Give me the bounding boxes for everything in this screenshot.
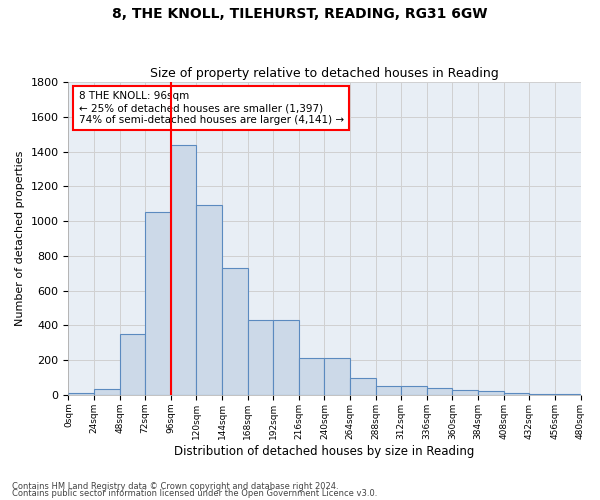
Bar	[222, 268, 248, 395]
Bar	[376, 386, 401, 395]
Bar	[145, 212, 171, 395]
Bar	[248, 320, 273, 395]
Title: Size of property relative to detached houses in Reading: Size of property relative to detached ho…	[150, 66, 499, 80]
Bar	[452, 390, 478, 395]
Bar	[503, 393, 529, 395]
Y-axis label: Number of detached properties: Number of detached properties	[15, 151, 25, 326]
Bar	[171, 144, 196, 395]
X-axis label: Distribution of detached houses by size in Reading: Distribution of detached houses by size …	[174, 444, 475, 458]
Text: Contains public sector information licensed under the Open Government Licence v3: Contains public sector information licen…	[12, 489, 377, 498]
Bar	[427, 388, 452, 395]
Bar	[68, 393, 94, 395]
Bar	[555, 394, 580, 395]
Text: 8 THE KNOLL: 96sqm
← 25% of detached houses are smaller (1,397)
74% of semi-deta: 8 THE KNOLL: 96sqm ← 25% of detached hou…	[79, 92, 344, 124]
Bar	[299, 358, 325, 395]
Bar	[273, 320, 299, 395]
Text: Contains HM Land Registry data © Crown copyright and database right 2024.: Contains HM Land Registry data © Crown c…	[12, 482, 338, 491]
Bar	[478, 392, 503, 395]
Bar	[119, 334, 145, 395]
Bar	[529, 394, 555, 395]
Bar	[401, 386, 427, 395]
Bar	[94, 389, 119, 395]
Bar	[196, 206, 222, 395]
Bar	[350, 378, 376, 395]
Bar	[325, 358, 350, 395]
Text: 8, THE KNOLL, TILEHURST, READING, RG31 6GW: 8, THE KNOLL, TILEHURST, READING, RG31 6…	[112, 8, 488, 22]
